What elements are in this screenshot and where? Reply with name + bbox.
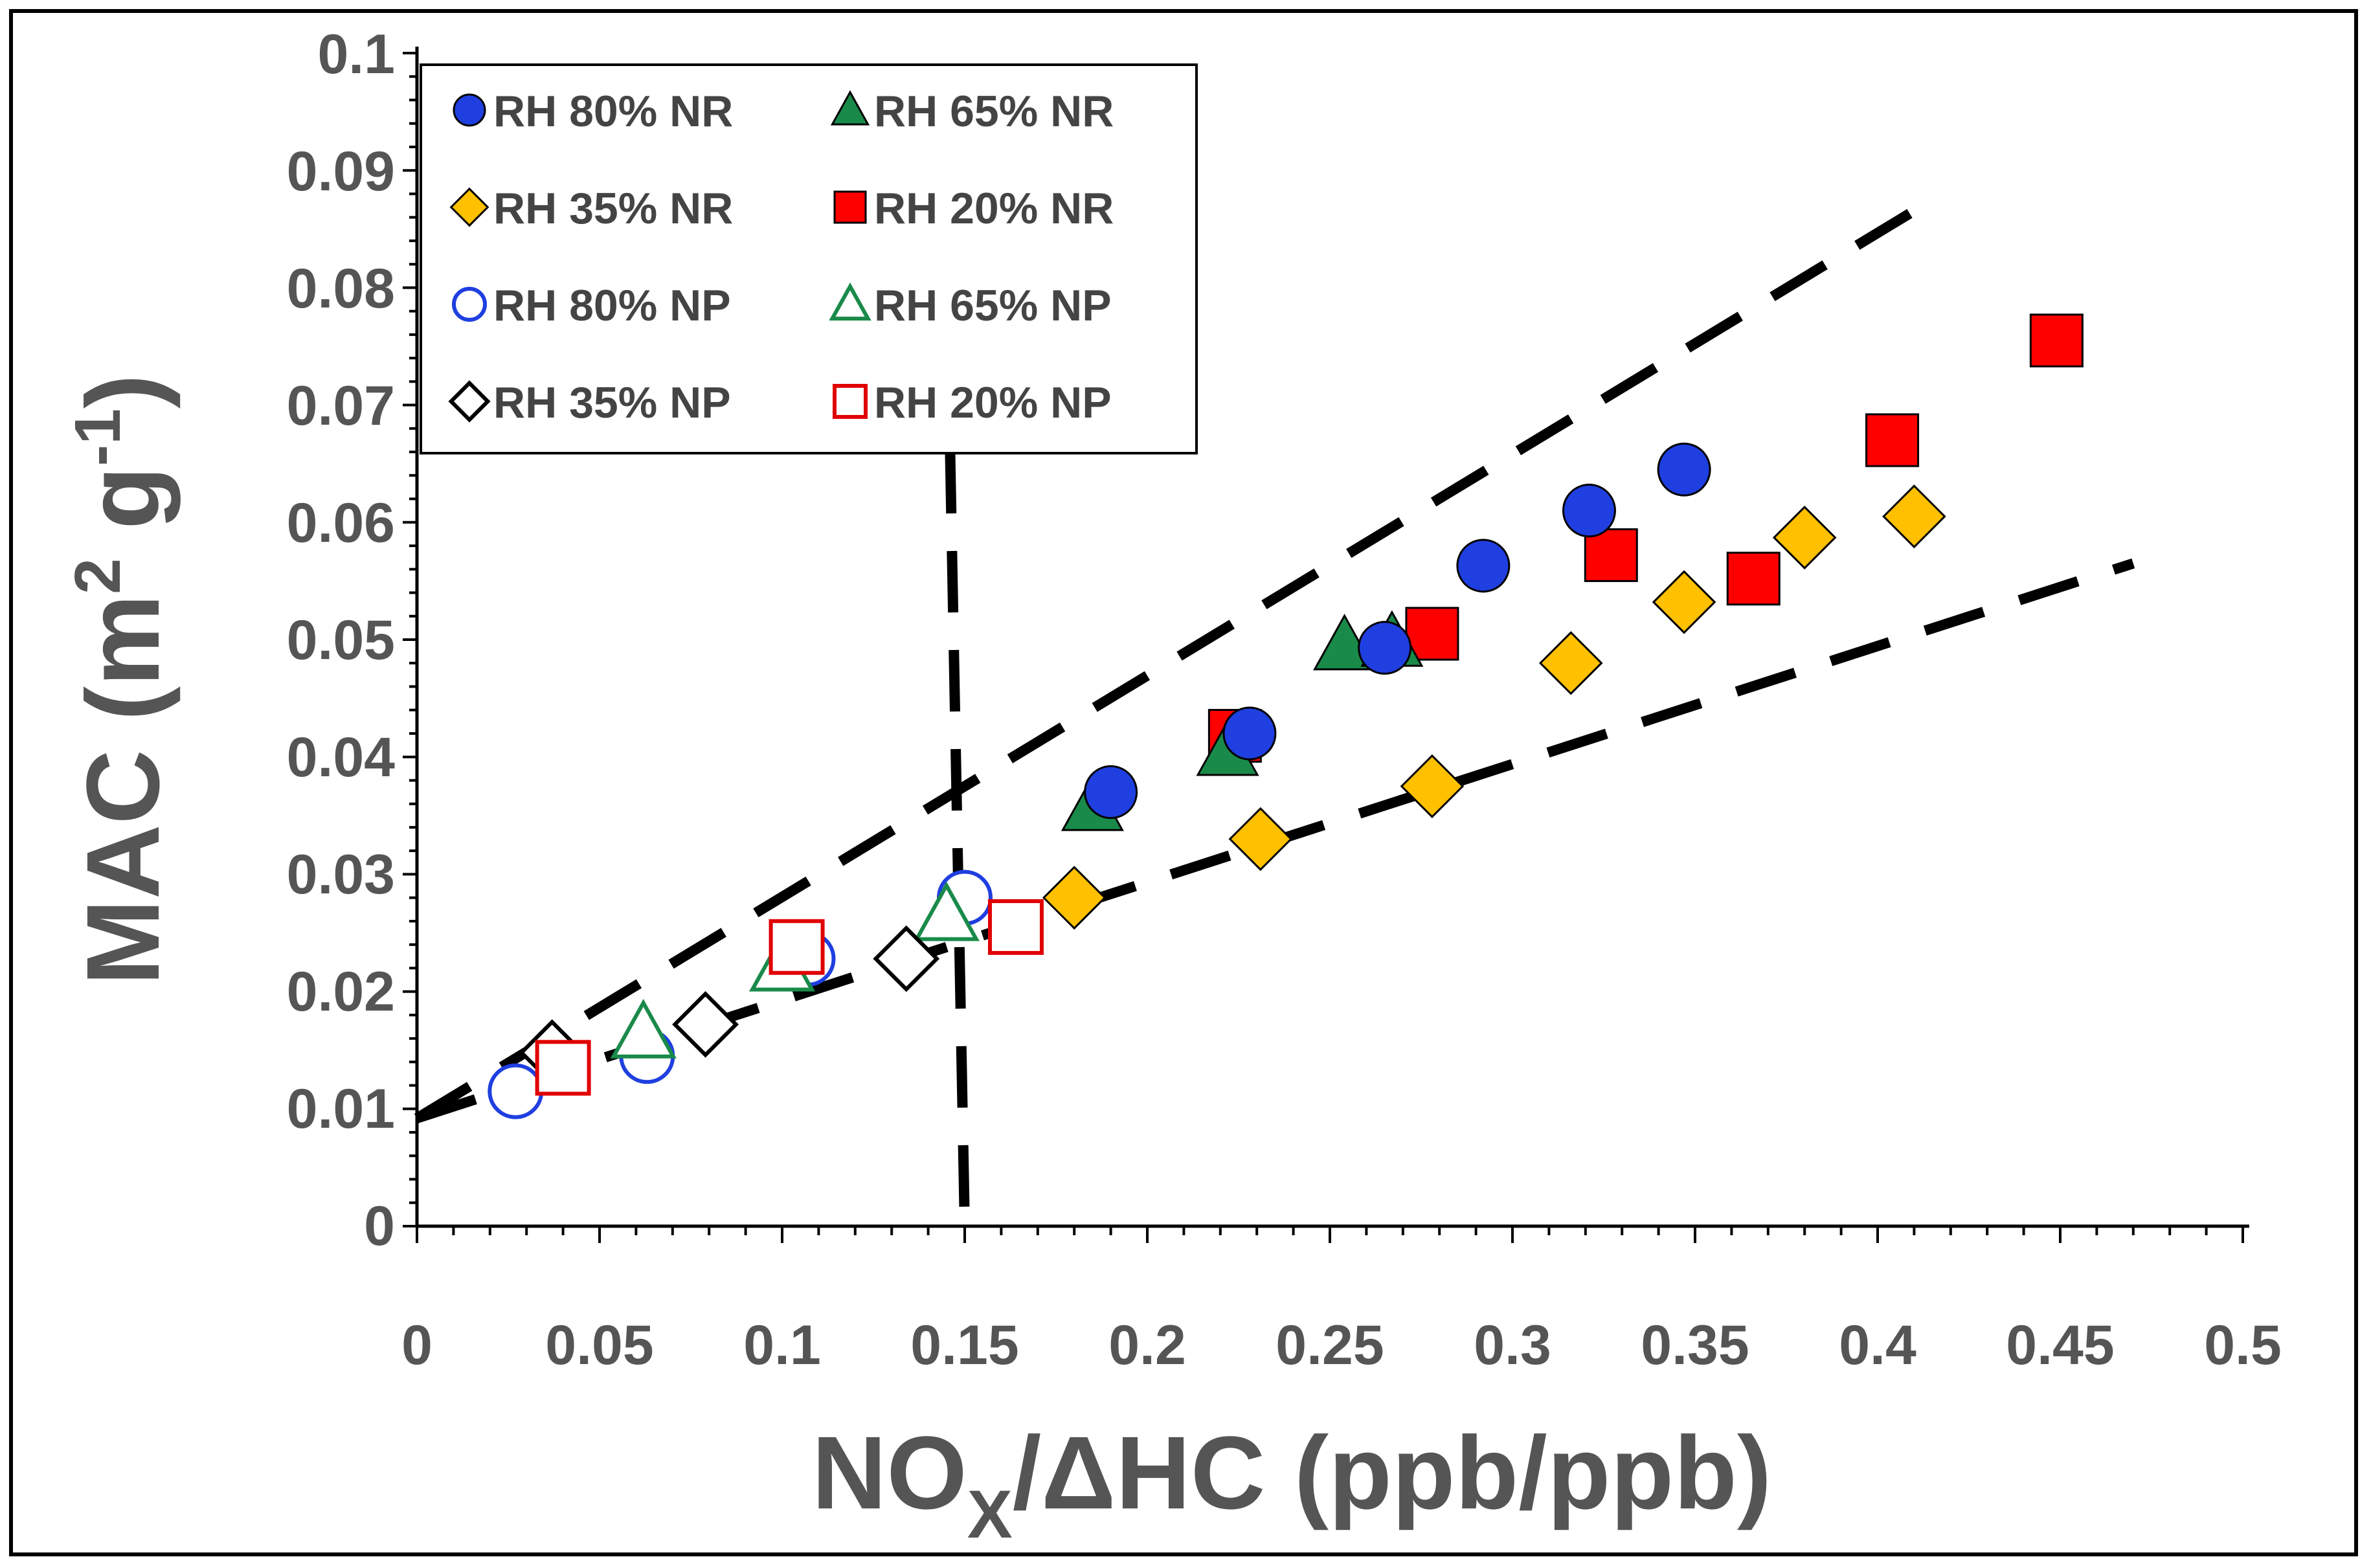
data-point bbox=[1228, 807, 1293, 871]
data-point bbox=[2029, 313, 2084, 368]
data-points bbox=[488, 313, 2084, 1119]
x-tick-label-2: 0.1 bbox=[743, 1314, 821, 1376]
legend-marker-4 bbox=[452, 287, 487, 322]
x-tick-label-1: 0.05 bbox=[545, 1314, 653, 1376]
y-axis-title-mid: g bbox=[65, 466, 181, 558]
legend-marker-0 bbox=[453, 93, 486, 127]
data-point bbox=[1222, 706, 1277, 761]
series-rh-20-nr bbox=[1208, 313, 2084, 763]
x-tick-label-6: 0.3 bbox=[1474, 1314, 1551, 1376]
legend-markers bbox=[448, 90, 871, 423]
chart-frame: 0 0.01 0.02 0.03 0.04 0.05 0.06 0.07 0.0… bbox=[9, 9, 2358, 1556]
legend-marker-7 bbox=[833, 384, 868, 419]
y-axis-title-end: ) bbox=[65, 374, 181, 409]
data-point bbox=[873, 925, 940, 992]
data-point bbox=[1400, 754, 1465, 818]
x-axis-title-subscript: X bbox=[967, 1477, 1013, 1552]
legend-label-6: RH 35% NP bbox=[493, 378, 731, 427]
vertical-threshold-line bbox=[945, 451, 970, 1227]
legend-marker-5 bbox=[829, 282, 871, 321]
legend: RH 80% NR RH 65% NR RH 35% NR RH 20% NR … bbox=[420, 63, 1198, 454]
legend-label-0: RH 80% NR bbox=[493, 87, 733, 136]
data-point bbox=[1652, 570, 1716, 634]
legend-label-4: RH 80% NP bbox=[493, 281, 731, 330]
y-tick-label-9: 0.09 bbox=[287, 140, 395, 203]
y-tick-label-3: 0.03 bbox=[287, 844, 395, 906]
data-point bbox=[672, 991, 739, 1058]
x-tick-label-0: 0 bbox=[401, 1314, 433, 1376]
y-axis-title-superscript-2: -1 bbox=[62, 409, 134, 466]
y-tick-label-2: 0.02 bbox=[287, 961, 395, 1023]
legend-marker-3 bbox=[833, 190, 867, 224]
data-point bbox=[535, 1040, 591, 1096]
legend-label-1: RH 65% NR bbox=[874, 87, 1114, 136]
y-axis-title: MAC (m2 g-1) bbox=[62, 374, 181, 985]
data-point bbox=[1538, 631, 1603, 695]
data-point bbox=[488, 1063, 544, 1119]
x-tick-label-10: 0.5 bbox=[2204, 1314, 2282, 1376]
x-axis-title-main: NO bbox=[812, 1415, 967, 1530]
data-point bbox=[1726, 552, 1781, 606]
axes bbox=[403, 47, 2249, 1243]
data-point bbox=[1584, 528, 1638, 583]
data-point bbox=[1772, 506, 1837, 570]
x-axis-title-rest: /ΔHC (ppb/ppb) bbox=[1013, 1415, 1771, 1530]
legend-marker-2 bbox=[449, 187, 489, 227]
data-point bbox=[1882, 484, 1946, 549]
series-rh-80-nr bbox=[1084, 442, 1711, 820]
y-tick-label-1: 0.01 bbox=[287, 1078, 395, 1140]
y-axis-title-main: MAC (m bbox=[65, 594, 181, 985]
x-tick-label-8: 0.4 bbox=[1839, 1314, 1916, 1376]
data-point bbox=[913, 881, 980, 941]
y-tick-label-10: 0.1 bbox=[317, 23, 395, 85]
y-tick-label-0: 0 bbox=[364, 1195, 395, 1257]
legend-label-5: RH 65% NP bbox=[874, 281, 1112, 330]
scatter-chart: 0 0.01 0.02 0.03 0.04 0.05 0.06 0.07 0.0… bbox=[62, 23, 2282, 1552]
legend-label-3: RH 20% NR bbox=[874, 184, 1114, 233]
data-point bbox=[769, 919, 825, 975]
legend-box bbox=[420, 63, 1198, 454]
y-tick-label-6: 0.06 bbox=[287, 492, 395, 554]
data-point bbox=[1042, 866, 1107, 930]
y-tick-label-7: 0.07 bbox=[287, 375, 395, 437]
data-point bbox=[1562, 484, 1616, 538]
data-point bbox=[1456, 539, 1511, 593]
data-point bbox=[610, 998, 677, 1058]
legend-marker-6 bbox=[448, 380, 491, 423]
x-tick-label-7: 0.35 bbox=[1641, 1314, 1749, 1376]
series-rh-35-nr bbox=[1042, 484, 1946, 930]
x-tick-label-3: 0.15 bbox=[910, 1314, 1018, 1376]
legend-label-7: RH 20% NP bbox=[874, 378, 1112, 427]
data-point bbox=[987, 899, 1044, 955]
y-tick-label-5: 0.05 bbox=[287, 609, 395, 671]
x-axis-title: NOX/ΔHC (ppb/ppb) bbox=[812, 1415, 1771, 1552]
y-tick-label-8: 0.08 bbox=[287, 258, 395, 320]
legend-marker-1 bbox=[830, 90, 870, 126]
y-tick-label-4: 0.04 bbox=[287, 726, 396, 789]
data-point bbox=[1358, 621, 1412, 675]
y-axis-title-superscript-1: 2 bbox=[62, 558, 134, 594]
x-tick-label-5: 0.25 bbox=[1275, 1314, 1384, 1376]
data-point bbox=[1865, 413, 1920, 467]
x-tick-label-9: 0.45 bbox=[2006, 1314, 2114, 1376]
x-tick-label-4: 0.2 bbox=[1108, 1314, 1186, 1376]
data-point bbox=[1084, 765, 1138, 820]
legend-label-2: RH 35% NR bbox=[493, 184, 733, 233]
data-point bbox=[1657, 442, 1711, 497]
series-rh-20-np bbox=[535, 899, 1044, 1096]
